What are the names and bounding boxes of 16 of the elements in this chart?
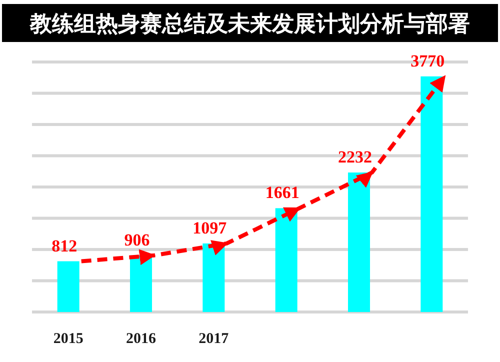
x-tick-label: 2017: [198, 331, 230, 347]
bar: [275, 208, 298, 312]
bar: [130, 255, 152, 312]
x-tick-label: 2015: [53, 331, 84, 347]
data-label: 1097: [192, 218, 228, 238]
data-label: 906: [124, 230, 150, 250]
x-tick-label: 2016: [126, 331, 156, 347]
bar: [348, 172, 370, 312]
data-label: 2232: [338, 148, 372, 166]
bar: [420, 76, 443, 312]
data-label: 812: [52, 236, 78, 256]
chart-title: 教练组热身赛总结及未来发展计划分析与部署: [29, 11, 470, 37]
bar: [202, 243, 225, 312]
data-label: 1661: [265, 183, 300, 202]
bar: [57, 261, 80, 312]
data-label: 3770: [410, 51, 445, 70]
